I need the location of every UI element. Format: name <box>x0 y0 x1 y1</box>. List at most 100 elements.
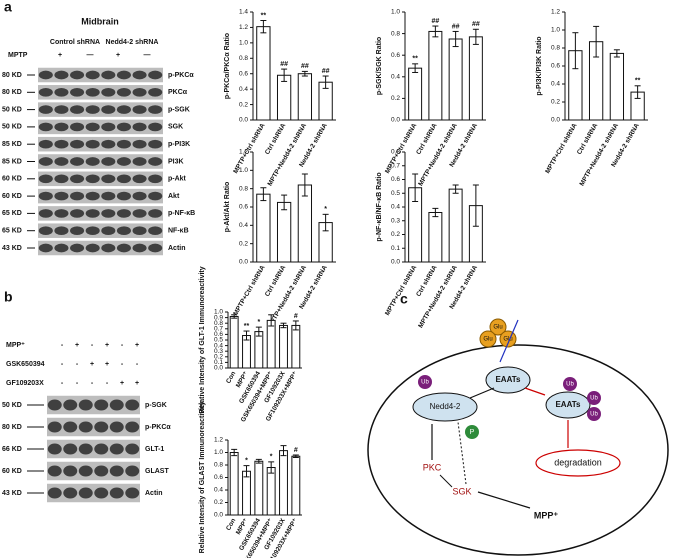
sign: - <box>61 361 64 368</box>
blot-band <box>63 465 78 477</box>
y-tick-label: 0.6 <box>551 63 560 70</box>
y-tick-label: 0.4 <box>214 342 223 349</box>
nedd4-2 <box>412 392 478 422</box>
blot-band <box>132 226 147 236</box>
bar <box>428 212 443 263</box>
blot-band <box>94 465 109 477</box>
blot-band <box>70 243 85 253</box>
blot-band <box>148 139 163 149</box>
y-axis-label: p-SGK/SGK Ratio <box>376 37 383 95</box>
blot-band <box>101 105 116 114</box>
sign: - <box>76 361 79 368</box>
blot-strip <box>38 102 163 117</box>
blot-band <box>47 443 62 455</box>
blot-band <box>85 105 100 114</box>
bar <box>297 184 313 263</box>
x-tick-label: MPTP+Nedd4-2 shRNA <box>579 122 621 187</box>
blot-band <box>78 465 93 477</box>
blot-band <box>116 243 131 253</box>
blot-band <box>132 157 147 166</box>
blot-band <box>38 191 53 201</box>
protein-label: p-PKCα <box>168 72 194 79</box>
blot-band <box>109 443 124 455</box>
glu-label: Glu <box>493 325 502 331</box>
sign: + <box>116 52 120 59</box>
ub <box>563 377 577 391</box>
x-tick-label: MPTP+Ctrl shRNA <box>232 122 266 175</box>
blot-band <box>70 87 85 97</box>
x-tick-label: Ctrl shRNA <box>415 122 439 156</box>
blot-band <box>70 226 85 236</box>
sign: - <box>61 342 64 349</box>
protein-label: PI3K <box>168 158 184 165</box>
panel-label: c <box>400 291 408 307</box>
y-tick-label: 0.8 <box>551 45 560 52</box>
y-tick-label: 0.4 <box>239 222 248 229</box>
blot-band <box>54 191 69 201</box>
sign: - <box>76 380 79 387</box>
panel-label: b <box>4 289 13 305</box>
mw-label: 85 KD <box>2 141 22 148</box>
blot-strip <box>38 188 163 204</box>
y-tick-label: 1.0 <box>214 309 223 316</box>
y-tick-label: 0.3 <box>391 217 400 224</box>
y-tick-label: 1.2 <box>214 437 223 444</box>
blot-band <box>132 243 147 253</box>
blot-band <box>148 243 163 253</box>
x-tick-label: MPTP+Nedd4-2 shRNA <box>417 122 459 187</box>
blot-band <box>54 157 69 166</box>
treatment-label: GSK650394 <box>6 361 45 368</box>
blot-band <box>148 105 163 114</box>
protein-label: p-PI3K <box>168 141 190 148</box>
blot-strip <box>38 171 163 187</box>
significance: ** <box>635 78 641 85</box>
y-tick-label: 1.2 <box>551 9 560 16</box>
blot-band <box>132 139 147 149</box>
blot-band <box>125 421 140 433</box>
blot-band <box>63 487 78 499</box>
treatment-label: MPP⁺ <box>6 342 25 349</box>
y-axis-label: p-Akt/Akt Ratio <box>224 182 231 233</box>
bar <box>448 38 463 121</box>
glu-label: Glu <box>483 337 492 343</box>
y-tick-label: 0.3 <box>214 348 223 355</box>
y-tick-label: 0.8 <box>391 30 400 37</box>
bar <box>254 331 264 369</box>
blot-band <box>78 421 93 433</box>
x-tick-label: MPTP+Nedd4-2 shRNA <box>267 264 309 329</box>
y-tick-label: 0.6 <box>391 52 400 59</box>
blot-band <box>132 174 147 184</box>
y-tick-label: 0.2 <box>391 95 400 102</box>
y-tick-label: 1.4 <box>239 9 248 16</box>
blot-band <box>70 105 85 114</box>
sgk-label: SGK <box>452 486 471 496</box>
blot-band <box>101 243 116 253</box>
y-tick-label: 0.0 <box>214 365 223 372</box>
bar <box>468 36 483 121</box>
sign: - <box>106 380 109 387</box>
sign: - <box>91 380 94 387</box>
blot-band <box>116 191 131 201</box>
bar <box>229 315 239 369</box>
glu-label: Glu <box>503 337 512 343</box>
x-tick-label: MPTP+Ctrl shRNA <box>384 122 418 175</box>
y-axis-label: p-NF-κB/NF-κB Ratio <box>376 172 383 241</box>
significance: * <box>324 206 327 213</box>
significance: ## <box>280 61 288 68</box>
protein-label: SGK <box>168 124 183 131</box>
sign: + <box>75 342 79 349</box>
blot-band <box>78 487 93 499</box>
bar <box>279 450 288 516</box>
y-tick-label: 0.0 <box>391 117 400 124</box>
y-tick-label: 0.5 <box>391 190 400 197</box>
significance: ## <box>472 21 480 28</box>
blot-band <box>94 421 109 433</box>
bar <box>242 470 251 516</box>
blot-band <box>38 174 53 184</box>
blot-band <box>101 157 116 166</box>
bar <box>266 319 276 369</box>
y-tick-label: 0.2 <box>239 101 248 108</box>
p-label: P <box>470 429 475 436</box>
mw-label: 50 KD <box>2 124 22 131</box>
blot-strip <box>38 223 163 238</box>
